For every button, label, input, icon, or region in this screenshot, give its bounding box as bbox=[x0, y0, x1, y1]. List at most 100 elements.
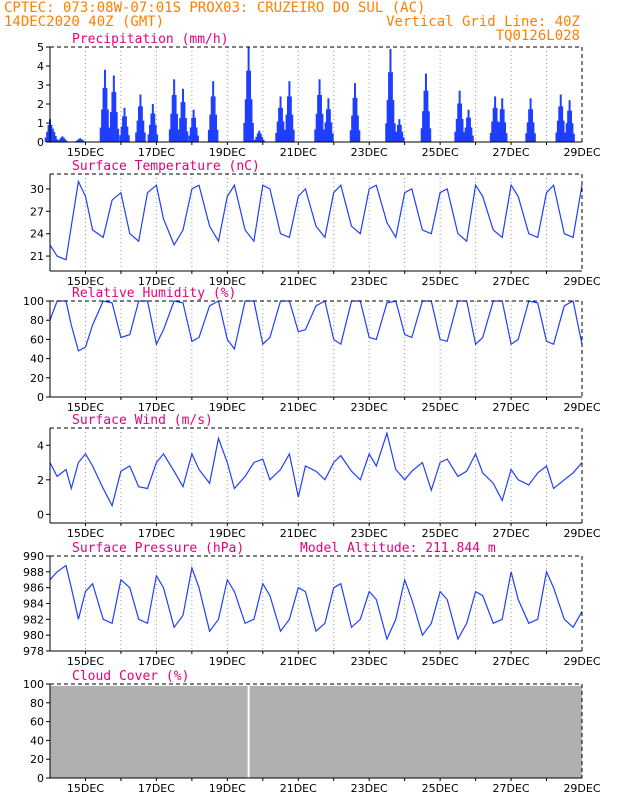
x-tick-label: 29DEC bbox=[563, 146, 600, 159]
precip-bar bbox=[461, 118, 464, 142]
precip-bar bbox=[528, 109, 531, 142]
precip-bar bbox=[282, 121, 285, 142]
precip-bar bbox=[156, 134, 159, 142]
x-tick-label: 17DEC bbox=[138, 782, 175, 795]
precip-bar bbox=[212, 81, 215, 142]
precip-bar bbox=[424, 73, 427, 142]
precip-bar bbox=[565, 123, 568, 142]
y-tick-label: 5 bbox=[37, 41, 44, 54]
y-tick-label: 990 bbox=[23, 550, 44, 563]
precip-bar bbox=[395, 131, 398, 142]
precip-bar bbox=[352, 97, 355, 142]
precip-bar bbox=[556, 120, 559, 142]
precip-bar bbox=[284, 129, 287, 142]
precip-bar bbox=[501, 98, 504, 142]
precip-bar bbox=[79, 138, 82, 142]
precip-bar bbox=[149, 124, 152, 142]
x-tick-label: 23DEC bbox=[351, 655, 388, 668]
x-tick-label: 29DEC bbox=[563, 401, 600, 414]
precip-bar bbox=[564, 133, 567, 142]
precip-bar bbox=[64, 139, 67, 142]
precip-bar bbox=[255, 136, 258, 142]
precip-bar bbox=[209, 114, 212, 142]
x-tick-label: 19DEC bbox=[209, 146, 246, 159]
precip-bar bbox=[354, 83, 357, 142]
precip-bar bbox=[77, 139, 80, 142]
y-tick-label: 60 bbox=[30, 716, 44, 729]
header-grid-note: Vertical Grid Line: 40Z bbox=[386, 14, 580, 30]
x-tick-label: 29DEC bbox=[563, 782, 600, 795]
y-tick-label: 40 bbox=[30, 734, 44, 747]
precip-bar bbox=[216, 129, 219, 142]
precip-bar bbox=[464, 127, 467, 142]
precip-bar bbox=[54, 136, 57, 142]
precip-bar bbox=[399, 124, 402, 142]
precip-bar bbox=[180, 102, 183, 142]
x-tick-label: 25DEC bbox=[422, 782, 459, 795]
y-tick-label: 80 bbox=[30, 314, 44, 327]
temperature-series-line bbox=[49, 179, 583, 261]
temperature-panel-title: Surface Temperature (nC) bbox=[72, 159, 260, 174]
precip-bar bbox=[558, 106, 561, 142]
precip-bar bbox=[498, 122, 501, 142]
precip-bar bbox=[253, 139, 256, 142]
model-altitude-label: Model Altitude: 211.844 m bbox=[300, 541, 496, 556]
precip-bar bbox=[358, 130, 361, 142]
precip-bar bbox=[471, 135, 474, 142]
wind-series-line bbox=[49, 431, 583, 508]
precip-bar bbox=[246, 70, 249, 142]
humidity-panel-title: Relative Humidity (%) bbox=[72, 286, 236, 301]
precip-bar bbox=[457, 103, 460, 142]
precip-bar bbox=[489, 132, 492, 142]
precip-bar bbox=[171, 94, 174, 142]
precip-bar bbox=[315, 113, 318, 142]
y-tick-label: 3 bbox=[37, 79, 44, 92]
precip-bar bbox=[420, 128, 423, 142]
precip-bar bbox=[80, 139, 83, 142]
precip-bar bbox=[496, 121, 499, 142]
precip-bar bbox=[196, 135, 199, 142]
x-tick-label: 29DEC bbox=[563, 527, 600, 540]
wind-panel-title: Surface Wind (m/s) bbox=[72, 413, 213, 428]
precip-bar bbox=[492, 107, 495, 142]
x-tick-label: 15DEC bbox=[67, 655, 104, 668]
precip-bar bbox=[496, 133, 499, 142]
y-tick-label: 80 bbox=[30, 697, 44, 710]
precip-bar bbox=[108, 128, 111, 142]
precip-bar bbox=[426, 90, 429, 142]
precip-bar bbox=[126, 126, 129, 142]
precip-bar bbox=[210, 96, 213, 142]
precip-bar bbox=[279, 96, 282, 142]
precip-bar bbox=[495, 107, 498, 142]
precip-bar bbox=[140, 106, 143, 142]
precip-bar bbox=[142, 120, 145, 142]
y-tick-label: 2 bbox=[37, 98, 44, 111]
y-tick-label: 0 bbox=[37, 508, 44, 521]
precip-bar bbox=[491, 121, 494, 142]
precip-bar bbox=[81, 140, 84, 142]
precip-bar bbox=[147, 134, 150, 142]
precip-bar bbox=[559, 94, 562, 142]
precip-bar bbox=[286, 96, 289, 142]
x-tick-label: 25DEC bbox=[422, 146, 459, 159]
precip-bar bbox=[351, 115, 354, 142]
precip-bar bbox=[151, 104, 154, 142]
y-tick-label: 21 bbox=[30, 250, 44, 263]
precip-bar bbox=[423, 90, 426, 142]
precip-bar bbox=[262, 139, 265, 142]
pressure-panel-title: Surface Pressure (hPa) bbox=[72, 541, 244, 556]
precip-bar bbox=[285, 114, 288, 142]
x-tick-label: 15DEC bbox=[67, 146, 104, 159]
precip-bar bbox=[111, 92, 114, 142]
y-tick-label: 0 bbox=[37, 136, 44, 149]
precip-bar bbox=[388, 72, 391, 142]
precip-bar bbox=[47, 139, 50, 142]
precip-bar bbox=[50, 132, 53, 142]
precip-bar bbox=[47, 124, 50, 142]
precip-bar bbox=[467, 109, 470, 142]
y-tick-label: 20 bbox=[30, 372, 44, 385]
precip-bar bbox=[186, 131, 189, 142]
precip-bar bbox=[324, 122, 327, 142]
precip-bar bbox=[124, 116, 127, 142]
precip-panel-title: Precipitation (mm/h) bbox=[72, 32, 229, 47]
